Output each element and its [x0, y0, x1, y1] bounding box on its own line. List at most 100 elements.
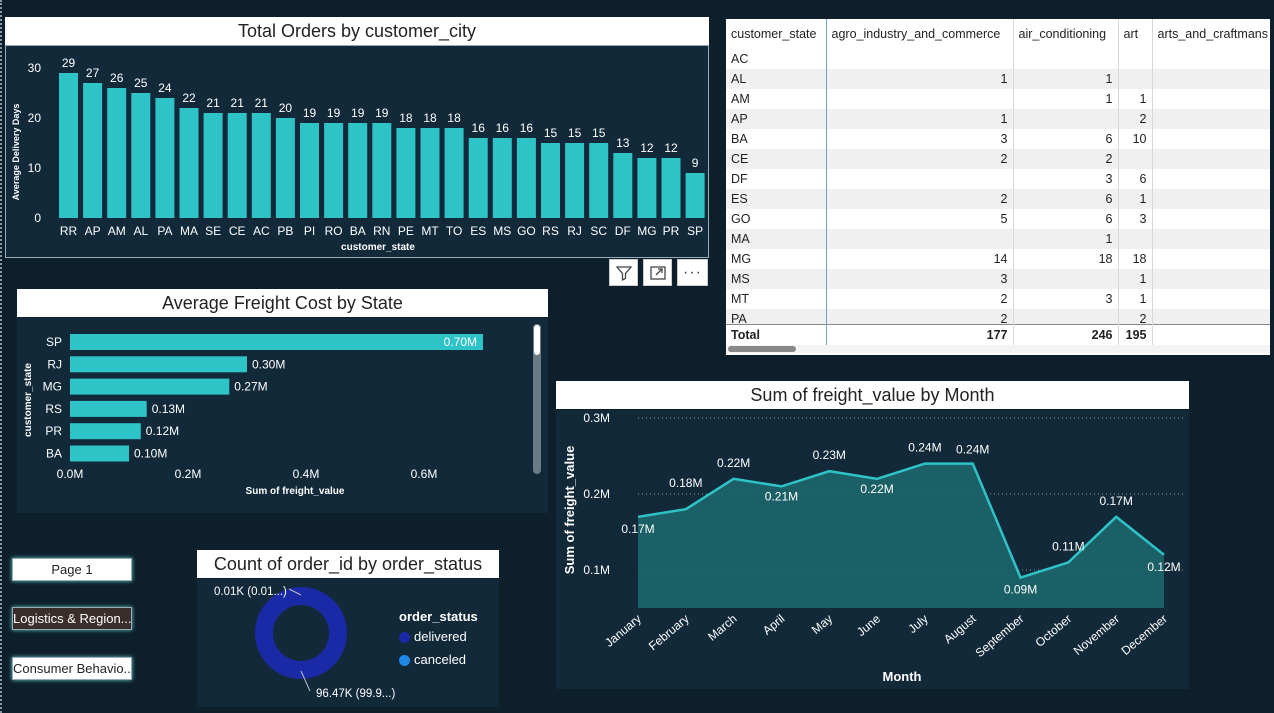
x-tick-label: TO [446, 224, 462, 238]
month-chart-title: Sum of freight_value by Month [556, 381, 1189, 409]
scrollbar-thumb[interactable] [728, 346, 796, 352]
x-tick-label: PB [277, 224, 293, 238]
bar-RS [70, 400, 147, 417]
point-data-label: 0.24M [908, 441, 941, 455]
y-tick-label: 0.3M [583, 411, 610, 425]
table-cell [1118, 49, 1153, 69]
bar-data-label: 16 [472, 121, 486, 135]
table-cell: 2 [826, 289, 1014, 309]
donut-leader-canceled [288, 588, 302, 596]
bar-CE [227, 113, 247, 218]
bar-SE [203, 113, 223, 218]
table-row[interactable]: MS 3 1 [726, 269, 1270, 289]
bar-data-label: 18 [447, 111, 461, 125]
table-cell [1152, 269, 1270, 289]
table-row[interactable]: GO 5 6 3 [726, 209, 1270, 229]
bar-data-label: 19 [327, 106, 341, 120]
table-row[interactable]: ES 2 6 1 [726, 189, 1270, 209]
freight-by-state-visual[interactable]: Average Freight Cost by State SP 0.70M RJ 0… [17, 289, 548, 513]
nav-button-consumer[interactable]: Consumer Behavio... [12, 657, 132, 680]
table-row[interactable]: AL 1 1 [726, 69, 1270, 89]
x-axis-title: Month [883, 669, 922, 684]
horizontal-scrollbar[interactable] [726, 345, 1270, 353]
row-header-cell: DF [726, 169, 827, 189]
y-tick-label: PR [45, 424, 62, 438]
table-cell: 6 [1013, 209, 1119, 229]
bar-data-label: 19 [375, 106, 389, 120]
bar-data-label: 26 [110, 71, 124, 85]
table-cell [1152, 209, 1270, 229]
x-tick-label: September [973, 612, 1027, 660]
table-row[interactable]: DF 3 6 [726, 169, 1270, 189]
x-tick-label: March [705, 612, 740, 644]
table-row[interactable]: MG 14 18 18 [726, 249, 1270, 269]
bar-data-label: 0.70M [444, 335, 477, 349]
x-tick-label: AC [253, 224, 270, 238]
column-header[interactable]: art [1118, 19, 1153, 49]
bar-data-label: 20 [279, 101, 293, 115]
table-row[interactable]: AC [726, 49, 1270, 69]
table-row[interactable]: AP 1 2 [726, 109, 1270, 129]
point-data-label: 0.12M [1147, 560, 1180, 574]
freight-by-month-visual[interactable]: Sum of freight_value by Month 0.1M 0.2M 0.… [556, 381, 1189, 689]
donut-leader-delivered [300, 670, 311, 692]
orders-bar-chart: 0 10 20 30 Average Delivery Days 29 RR 27 AP 26 AM… [11, 56, 705, 253]
donut-slice-delivered[interactable] [255, 587, 347, 679]
row-header-cell: AP [726, 109, 827, 129]
bar-AM [107, 88, 127, 218]
table-cell: 6 [1013, 129, 1119, 149]
y-axis-title: customer_state [23, 363, 34, 437]
table-row[interactable]: MA 1 [726, 229, 1270, 249]
table-cell [826, 229, 1014, 249]
filter-button[interactable] [609, 259, 638, 286]
table-row[interactable]: MT 2 3 1 [726, 289, 1270, 309]
bar-data-label: 21 [255, 96, 269, 110]
point-data-label: 0.24M [956, 443, 989, 457]
x-tick-label: SP [687, 224, 703, 238]
point-data-label: 0.23M [813, 448, 846, 462]
x-tick-label: MT [421, 224, 439, 238]
column-header[interactable]: air_conditioning [1013, 19, 1119, 49]
table-row[interactable]: AM 1 1 [726, 89, 1270, 109]
bar-SP [70, 334, 483, 350]
table-cell [826, 49, 1014, 69]
x-tick-label: AP [85, 224, 101, 238]
legend-item-canceled[interactable]: canceled [399, 652, 478, 667]
column-header[interactable]: agro_industry_and_commerce [826, 19, 1014, 49]
table-cell [1118, 69, 1153, 89]
donut-label-canceled: 0.01K (0.01...) [214, 586, 287, 598]
more-options-button[interactable]: ··· [677, 259, 708, 286]
table-row[interactable]: BA 3 6 10 [726, 129, 1270, 149]
bar-data-label: 18 [423, 111, 437, 125]
x-tick-label: AL [133, 224, 148, 238]
nav-button-page1[interactable]: Page 1 [12, 558, 132, 581]
table-row[interactable]: CE 2 2 [726, 149, 1270, 169]
y-axis-title: Average Delivery Days [11, 104, 21, 201]
table-cell [1013, 49, 1119, 69]
x-tick-label: 0.2M [175, 467, 202, 481]
x-tick-label: RN [373, 224, 390, 238]
canvas-edge [0, 0, 2, 713]
bar-data-label: 0.12M [146, 424, 179, 438]
order-status-visual[interactable]: Count of order_id by order_status 0.01K … [197, 550, 499, 707]
x-tick-label: 0.6M [411, 467, 438, 481]
focus-mode-button[interactable] [643, 259, 672, 286]
nav-button-logistics[interactable]: Logistics & Region... [12, 607, 132, 630]
table-cell [1118, 229, 1153, 249]
legend-item-delivered[interactable]: delivered [399, 629, 478, 644]
bar-data-label: 18 [399, 111, 413, 125]
column-header[interactable]: arts_and_craftmans [1152, 19, 1270, 49]
vertical-scrollbar[interactable] [533, 324, 541, 474]
table-cell [1152, 69, 1270, 89]
category-matrix-table[interactable]: customer_state agro_industry_and_commerce… [726, 19, 1270, 355]
table-cell [1152, 109, 1270, 129]
table-cell: 3 [1118, 209, 1153, 229]
column-header[interactable]: customer_state [726, 19, 827, 49]
table-cell: 1 [1118, 189, 1153, 209]
scrollbar-thumb[interactable] [533, 324, 541, 356]
table-cell: 18 [1013, 249, 1119, 269]
bar-AL [131, 93, 151, 218]
row-header-cell: CE [726, 149, 827, 169]
x-tick-label: RS [542, 224, 559, 238]
orders-by-state-visual[interactable]: Total Orders by customer_city 0 10 20 30 Ave… [5, 17, 709, 258]
